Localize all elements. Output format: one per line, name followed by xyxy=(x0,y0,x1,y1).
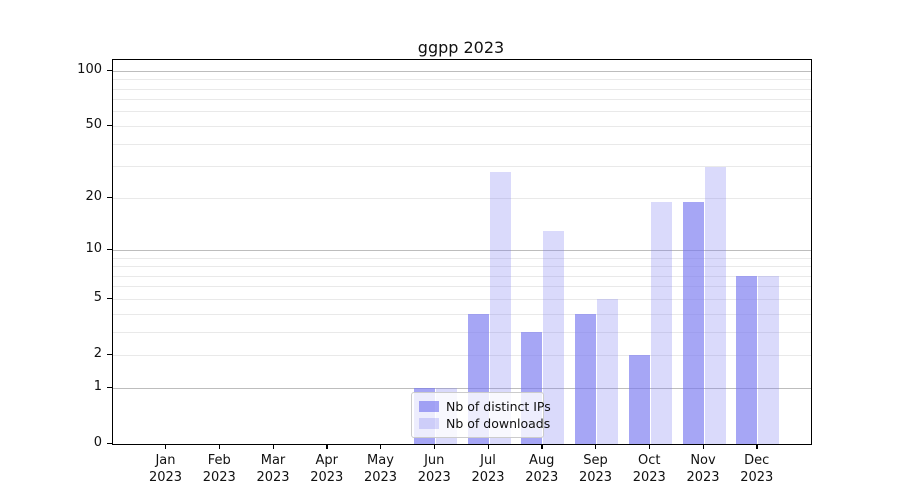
x-tick-mark-sep xyxy=(595,444,597,449)
y-tick-label-20: 20 xyxy=(85,189,102,205)
x-tick-label-dec: Dec 2023 xyxy=(740,453,774,485)
y-tick-mark-50 xyxy=(107,124,112,127)
y-tick-mark-100 xyxy=(107,69,112,71)
legend-label-downloads: Nb of downloads xyxy=(446,416,551,431)
gridline-5 xyxy=(113,298,811,300)
y-tick-label-0: 0 xyxy=(93,435,102,450)
y-tick-mark-10 xyxy=(107,248,112,251)
x-tick-label-jul: Jul 2023 xyxy=(471,453,505,485)
x-tick-label-jun: Jun 2023 xyxy=(417,453,451,485)
gridline-80 xyxy=(113,88,811,90)
x-tick-mark-feb xyxy=(218,444,221,449)
gridline-2 xyxy=(113,354,811,356)
gridline-20 xyxy=(113,197,811,199)
y-tick-mark-20 xyxy=(107,196,112,198)
bar-nb-of-downloads-sep xyxy=(597,299,618,444)
gridline-6 xyxy=(113,286,811,288)
bar-nb-of-distinct-ips-nov xyxy=(682,202,704,444)
chart-title: ggpp 2023 xyxy=(417,38,505,57)
x-tick-mark-aug xyxy=(541,444,543,449)
y-tick-label-5: 5 xyxy=(93,290,102,306)
x-tick-mark-may xyxy=(380,444,382,449)
x-tick-label-feb: Feb 2023 xyxy=(202,453,236,485)
gridline-9 xyxy=(113,257,811,259)
x-tick-mark-jun xyxy=(433,444,436,449)
gridline-8 xyxy=(113,266,811,268)
y-tick-label-2: 2 xyxy=(93,346,102,362)
x-tick-mark-dec xyxy=(756,444,758,449)
x-tick-label-sep: Sep 2023 xyxy=(578,453,613,485)
legend-swatch-distinct-ips xyxy=(419,401,439,412)
legend-item-distinct-ips: Nb of distinct IPs xyxy=(419,398,551,415)
gridline-40 xyxy=(113,143,811,145)
gridline-70 xyxy=(113,99,811,101)
x-tick-mark-jan xyxy=(165,444,167,449)
x-tick-mark-mar xyxy=(272,444,274,449)
gridline-100 xyxy=(113,70,811,72)
bar-nb-of-downloads-nov xyxy=(704,166,726,444)
bar-nb-of-distinct-ips-oct xyxy=(628,355,650,444)
gridline-10 xyxy=(113,249,811,251)
legend-label-distinct-ips: Nb of distinct IPs xyxy=(446,399,551,414)
plot-area xyxy=(112,59,812,445)
x-tick-mark-nov xyxy=(702,444,704,449)
y-tick-mark-2 xyxy=(107,353,112,356)
gridline-30 xyxy=(113,166,811,168)
y-tick-label-50: 50 xyxy=(85,117,102,133)
gridline-4 xyxy=(113,313,811,315)
y-tick-mark-0 xyxy=(107,442,112,444)
x-tick-mark-jul xyxy=(487,444,489,449)
gridline-3 xyxy=(113,331,811,333)
bar-nb-of-distinct-ips-dec xyxy=(736,276,758,444)
x-tick-label-apr: Apr 2023 xyxy=(310,453,344,485)
bar-nb-of-downloads-dec xyxy=(758,276,780,444)
x-tick-mark-apr xyxy=(326,444,328,449)
bar-nb-of-downloads-jul xyxy=(489,172,511,444)
y-tick-mark-1 xyxy=(107,386,112,388)
x-tick-label-aug: Aug 2023 xyxy=(525,453,559,485)
gridline-90 xyxy=(113,79,811,81)
y-tick-label-10: 10 xyxy=(85,241,102,257)
gridline-60 xyxy=(113,111,811,113)
x-tick-label-mar: Mar 2023 xyxy=(256,453,290,485)
legend-swatch-downloads xyxy=(419,418,439,429)
x-tick-label-nov: Nov 2023 xyxy=(686,453,720,485)
y-tick-mark-5 xyxy=(107,297,112,300)
gridline-50 xyxy=(113,125,811,127)
gridline-7 xyxy=(113,275,811,277)
bar-nb-of-distinct-ips-sep xyxy=(575,314,596,444)
bar-nb-of-downloads-oct xyxy=(650,202,672,444)
gridline-1 xyxy=(113,387,811,389)
y-tick-label-100: 100 xyxy=(77,62,102,78)
legend: Nb of distinct IPs Nb of downloads xyxy=(411,392,551,438)
legend-item-downloads: Nb of downloads xyxy=(419,415,550,432)
bar-nb-of-downloads-aug xyxy=(543,230,565,444)
x-tick-label-jan: Jan 2023 xyxy=(148,453,183,485)
x-tick-mark-oct xyxy=(648,444,651,449)
x-tick-label-oct: Oct 2023 xyxy=(632,453,666,485)
y-tick-label-1: 1 xyxy=(93,379,102,394)
x-tick-label-may: May 2023 xyxy=(363,453,398,485)
